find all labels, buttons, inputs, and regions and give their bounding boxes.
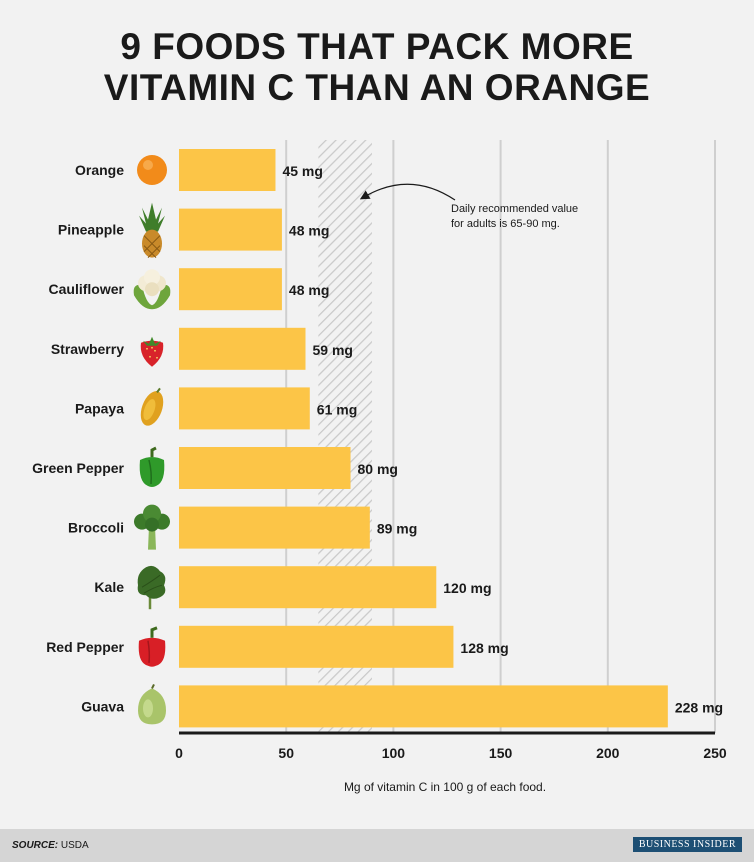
value-label: 45 mg	[282, 163, 322, 179]
category-label: Pineapple	[58, 222, 124, 238]
title-line-2: VITAMIN C THAN AN ORANGE	[103, 67, 651, 108]
source-label: SOURCE:	[12, 840, 59, 851]
value-label: 80 mg	[358, 461, 398, 477]
value-label: 120 mg	[443, 580, 491, 596]
annotation-line-2: for adults is 65-90 mg.	[451, 218, 560, 230]
value-label: 128 mg	[460, 640, 508, 656]
x-tick-label: 50	[278, 745, 294, 761]
category-label: Strawberry	[51, 341, 124, 357]
bar-broccoli	[179, 506, 370, 549]
chart-title: 9 FOODS THAT PACK MORE VITAMIN C THAN AN…	[0, 26, 754, 108]
bar-kale	[179, 566, 437, 609]
cauliflower-icon	[133, 269, 171, 310]
bar-strawberry	[179, 327, 306, 370]
title-line-1: 9 FOODS THAT PACK MORE	[120, 26, 634, 67]
strawberry-icon	[140, 336, 164, 367]
category-label: Green Pepper	[32, 460, 124, 476]
x-tick-label: 100	[382, 745, 406, 761]
value-label: 228 mg	[675, 699, 723, 715]
green-pepper-icon	[139, 446, 165, 487]
papaya-icon	[140, 387, 164, 426]
bar-pineapple	[179, 208, 282, 251]
value-label: 48 mg	[289, 282, 329, 298]
category-label: Orange	[75, 162, 124, 178]
category-label: Cauliflower	[49, 281, 125, 297]
kale-icon	[137, 565, 166, 610]
value-label: 48 mg	[289, 223, 329, 239]
source-note: SOURCE: USDA	[12, 840, 89, 851]
guava-icon	[138, 683, 166, 725]
category-label: Broccoli	[68, 520, 124, 536]
orange-icon	[137, 155, 167, 185]
x-tick-label: 250	[703, 745, 727, 761]
bar-green-pepper	[179, 447, 351, 489]
bar-guava	[179, 685, 668, 728]
category-label: Papaya	[75, 400, 124, 416]
footer-bar: SOURCE: USDA BUSINESS INSIDER	[0, 829, 754, 862]
value-label: 89 mg	[377, 521, 417, 537]
value-label: 59 mg	[312, 342, 352, 358]
brand-logo: BUSINESS INSIDER	[632, 837, 742, 852]
source-value: USDA	[60, 840, 89, 851]
annotation-arrow	[359, 183, 456, 201]
bar-red-pepper	[179, 625, 454, 668]
category-label: Guava	[81, 698, 124, 714]
x-tick-label: 150	[489, 745, 513, 761]
category-label: Red Pepper	[46, 639, 124, 655]
chart-area: Orange 45 mg Pineapple 48 mg Cauliflower 48 m…	[32, 140, 727, 794]
x-axis-title: Mg of vitamin C in 100 g of each food.	[344, 780, 546, 794]
category-label: Kale	[94, 579, 124, 595]
bar-orange	[179, 149, 276, 191]
broccoli-icon	[134, 504, 170, 550]
x-tick-label: 200	[596, 745, 620, 761]
x-tick-label: 0	[175, 745, 183, 761]
pineapple-icon	[139, 202, 165, 258]
annotation-line-1: Daily recommended value	[451, 203, 578, 215]
value-label: 61 mg	[317, 401, 357, 417]
bar-papaya	[179, 387, 310, 430]
bar-cauliflower	[179, 268, 282, 311]
red-pepper-icon	[138, 626, 166, 667]
